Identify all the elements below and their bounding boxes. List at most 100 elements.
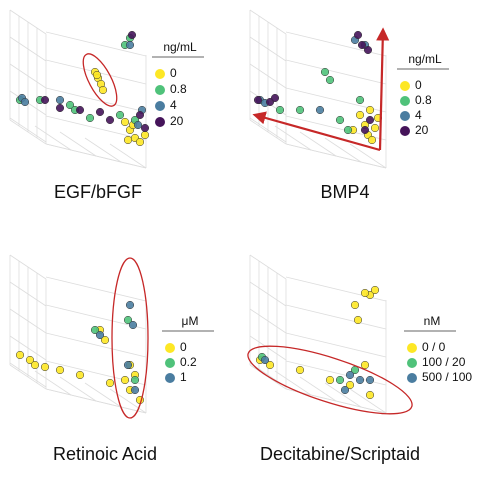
- grid-line: [109, 388, 147, 414]
- grid-line: [59, 131, 97, 157]
- data-point: [55, 95, 65, 105]
- legend-label: 0.8: [415, 93, 432, 107]
- legend-marker: [400, 126, 410, 136]
- grid-line: [324, 137, 362, 163]
- data-point: [350, 300, 360, 310]
- highlight-ellipse: [247, 345, 413, 415]
- legend-marker: [165, 373, 175, 383]
- highlight-ellipse: [82, 53, 118, 107]
- legend-label: 20: [415, 123, 429, 137]
- grid-line: [9, 335, 47, 361]
- data-point: [325, 375, 335, 385]
- grid-line: [274, 370, 312, 396]
- grid-line: [59, 376, 97, 402]
- legend-label: 0 / 0: [422, 340, 446, 354]
- data-point: [357, 40, 367, 50]
- grid-line: [9, 63, 47, 89]
- data-point: [20, 97, 30, 107]
- data-point: [275, 105, 285, 115]
- legend-label: 0: [415, 78, 422, 92]
- data-point: [365, 375, 375, 385]
- data-point: [265, 360, 275, 370]
- data-point: [75, 105, 85, 115]
- legend-label: 0: [180, 340, 187, 354]
- panel-title: BMP4: [320, 182, 369, 202]
- grid-line: [45, 87, 147, 113]
- data-point: [345, 380, 355, 390]
- data-point: [355, 110, 365, 120]
- data-point: [15, 350, 25, 360]
- data-point: [340, 385, 350, 395]
- data-point: [135, 137, 145, 147]
- grid-line: [349, 143, 387, 169]
- grid-line: [84, 137, 122, 163]
- grid-layer: [9, 9, 387, 414]
- data-point: [128, 320, 138, 330]
- data-point: [130, 385, 140, 395]
- legend-marker: [407, 358, 417, 368]
- grid-line: [45, 276, 147, 302]
- data-point: [130, 375, 140, 385]
- data-point: [90, 325, 100, 335]
- data-point: [367, 135, 377, 145]
- annotations: [82, 27, 413, 419]
- arrow: [252, 111, 381, 152]
- data-point: [123, 135, 133, 145]
- data-point: [353, 315, 363, 325]
- legend-title: ng/mL: [408, 52, 442, 66]
- data-point: [98, 85, 108, 95]
- legend-marker: [155, 117, 165, 127]
- legend-title: μM: [182, 314, 199, 328]
- grid-line: [274, 125, 312, 151]
- grid-line: [9, 362, 47, 388]
- data-point: [360, 125, 370, 135]
- data-point: [335, 375, 345, 385]
- data-point: [365, 390, 375, 400]
- data-point: [365, 115, 375, 125]
- data-point: [55, 103, 65, 113]
- legend-label: 500 / 100: [422, 370, 472, 384]
- grid-line: [34, 125, 72, 151]
- legend-label: 4: [170, 98, 177, 112]
- data-point: [370, 285, 380, 295]
- data-point: [95, 107, 105, 117]
- data-point: [270, 93, 280, 103]
- legend-label: 0.8: [170, 82, 187, 96]
- panel-title: Retinoic Acid: [53, 444, 157, 464]
- data-point: [100, 335, 110, 345]
- data-point: [140, 123, 150, 133]
- data-point: [335, 115, 345, 125]
- data-point: [355, 375, 365, 385]
- data-point: [105, 378, 115, 388]
- legend-marker: [165, 343, 175, 353]
- legend-label: 0.2: [180, 355, 197, 369]
- data-point: [353, 30, 363, 40]
- legend-marker: [155, 85, 165, 95]
- data-point: [260, 355, 270, 365]
- legend-marker: [400, 96, 410, 106]
- grid-line: [45, 143, 147, 169]
- grid-line: [285, 304, 387, 330]
- grid-line: [299, 376, 337, 402]
- data-point: [95, 330, 105, 340]
- panel-title: EGF/bFGF: [54, 182, 142, 202]
- data-point: [370, 123, 380, 133]
- data-point: [120, 117, 130, 127]
- data-point: [125, 40, 135, 50]
- legend-label: 100 / 20: [422, 355, 466, 369]
- grid-line: [249, 335, 287, 361]
- legend-marker: [407, 343, 417, 353]
- legend-marker: [400, 111, 410, 121]
- data-point: [25, 355, 35, 365]
- data-point: [295, 365, 305, 375]
- legend-marker: [155, 69, 165, 79]
- data-point: [55, 365, 65, 375]
- data-point: [133, 120, 143, 130]
- legend-label: 1: [180, 370, 187, 384]
- grid-line: [109, 143, 147, 169]
- grid-line: [285, 143, 387, 169]
- grid-line: [45, 31, 147, 57]
- data-point: [85, 113, 95, 123]
- grid-line: [299, 131, 337, 157]
